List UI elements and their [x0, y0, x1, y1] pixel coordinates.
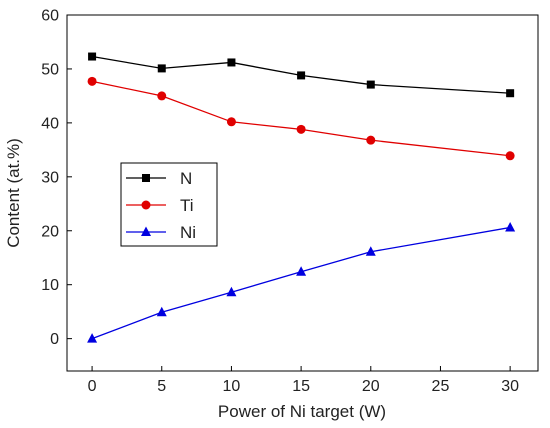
data-point-n — [366, 80, 375, 89]
data-point-ni — [505, 222, 516, 232]
data-point-ti — [226, 117, 236, 127]
y-axis-title: Content (at.%) — [4, 138, 23, 248]
series-layer — [87, 52, 516, 343]
series-line-ti — [91, 80, 511, 157]
y-tick-label: 20 — [41, 223, 59, 240]
series-ti — [87, 76, 515, 161]
y-tick-label: 40 — [41, 115, 59, 132]
x-axis-title: Power of Ni target (W) — [218, 402, 386, 421]
data-point-ti — [157, 91, 167, 101]
data-point-ni — [156, 306, 167, 317]
plot-frame — [66, 14, 539, 372]
x-tick-label: 5 — [157, 378, 166, 395]
x-tick-label: 25 — [432, 378, 450, 395]
legend: N Ti Ni — [120, 162, 218, 247]
data-point-n — [157, 64, 166, 73]
data-point-ti — [505, 151, 515, 161]
legend-label-ni: Ni — [180, 223, 196, 242]
y-tick-label: 50 — [41, 61, 59, 78]
axis-ticks: 0 5 10 15 20 25 30 0 10 20 30 40 50 60 — [41, 8, 519, 396]
legend-marker-n — [142, 174, 150, 182]
data-point-n — [88, 52, 97, 61]
data-point-n — [227, 58, 236, 67]
x-tick-label: 30 — [501, 378, 519, 395]
y-tick-label: 30 — [41, 169, 59, 186]
legend-marker-ti — [141, 200, 151, 210]
series-line-ni — [91, 226, 511, 340]
data-point-ni — [226, 286, 237, 297]
data-point-n — [297, 71, 306, 80]
legend-label-n: N — [180, 169, 192, 188]
data-point-ti — [87, 76, 97, 86]
legend-marker-ni — [141, 226, 151, 236]
series-line-n — [91, 55, 511, 94]
x-tick-label: 15 — [292, 378, 310, 395]
y-tick-label: 60 — [41, 8, 59, 25]
x-tick-label: 20 — [362, 378, 380, 395]
series-n — [88, 52, 515, 98]
series-ni — [87, 222, 516, 343]
y-tick-label: 10 — [41, 277, 59, 294]
y-tick-label: 0 — [50, 331, 59, 348]
data-point-ti — [366, 135, 376, 145]
x-tick-label: 0 — [88, 378, 97, 395]
data-point-ti — [296, 124, 306, 134]
legend-label-ti: Ti — [180, 196, 194, 215]
x-tick-label: 10 — [223, 378, 241, 395]
data-point-n — [506, 89, 515, 98]
data-point-ni — [365, 246, 376, 256]
data-point-ni — [87, 333, 98, 343]
data-point-ni — [296, 266, 307, 276]
